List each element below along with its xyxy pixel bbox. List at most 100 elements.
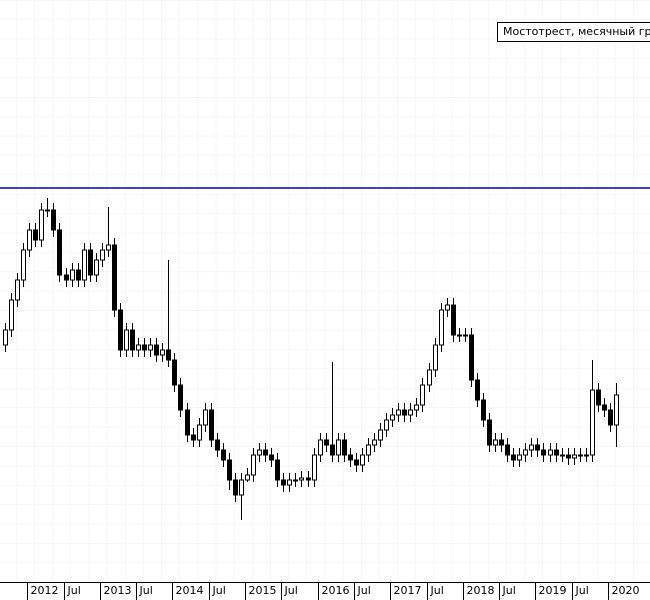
candle-body [427, 369, 432, 386]
candle-body [336, 439, 341, 456]
candle-body [221, 449, 226, 461]
candle-body [578, 454, 583, 457]
x-tick-label: Jul [139, 584, 153, 597]
x-tick-label: 2020 [612, 584, 640, 597]
candle-body [402, 409, 407, 416]
candle-body [9, 299, 14, 331]
candle-body [209, 409, 214, 441]
candle-body [257, 449, 262, 456]
candle-body [433, 344, 438, 371]
candle-body [566, 454, 571, 459]
candle-body [130, 329, 135, 351]
candle-body [203, 409, 208, 426]
x-tick-label: 2016 [322, 584, 350, 597]
x-tick-label: 2012 [31, 584, 59, 597]
candle-body [154, 344, 159, 356]
candle-body [384, 419, 389, 431]
candle-body [124, 329, 129, 351]
candle-body [523, 449, 528, 456]
candle-body [82, 249, 87, 281]
candle-body [469, 334, 474, 381]
candle-body [88, 249, 93, 276]
candle-body [269, 454, 274, 461]
candle-body [100, 249, 105, 261]
candle-body [281, 479, 286, 486]
candle-body [263, 449, 268, 456]
candle-body [360, 454, 365, 466]
candle-body [517, 454, 522, 461]
candle-body [51, 209, 56, 231]
candle-body [481, 399, 486, 421]
x-tick-label: 2019 [539, 584, 567, 597]
candle-body [57, 229, 62, 276]
candle-body [142, 344, 147, 351]
x-tick-label: 2018 [467, 584, 495, 597]
candle-body [608, 409, 613, 426]
candle-body [106, 244, 111, 251]
candle-body [511, 454, 516, 461]
candle-body [112, 244, 117, 311]
candle-body [45, 209, 50, 212]
x-tick-label: 2017 [394, 584, 422, 597]
candle-body [614, 394, 619, 426]
candle-body [342, 439, 347, 456]
candle-body [505, 444, 510, 456]
x-tick-label: Jul [212, 584, 226, 597]
x-tick-label: 2015 [249, 584, 277, 597]
candle-body [312, 454, 317, 481]
candle-body [172, 359, 177, 386]
candle-body [445, 304, 450, 311]
candle-body [535, 444, 540, 451]
candle-body [33, 229, 38, 241]
candle-body [420, 384, 425, 406]
candle-body [160, 349, 165, 356]
grid [0, 0, 650, 582]
candle-body [324, 439, 329, 446]
candle-body [118, 309, 123, 351]
x-tick-label: Jul [430, 584, 444, 597]
candle-body [215, 439, 220, 451]
candle-body [239, 479, 244, 496]
legend-text: Мостотрест, месячный граф [503, 25, 650, 38]
candle-body [463, 334, 468, 337]
candle-body [572, 454, 577, 459]
candle-body [191, 434, 196, 441]
candle-body [27, 229, 32, 251]
x-tick-label: Jul [502, 584, 516, 597]
candle-body [408, 409, 413, 416]
candle-body [366, 444, 371, 456]
x-tick-label: 2014 [176, 584, 204, 597]
candle-body [185, 409, 190, 436]
candle-body [15, 279, 20, 301]
candle-body [554, 449, 559, 456]
candle-body [493, 439, 498, 446]
x-tick-label: Jul [357, 584, 371, 597]
candle-body [233, 479, 238, 496]
candle-body [457, 334, 462, 337]
candle-body [390, 414, 395, 421]
candle-body [318, 439, 323, 456]
candle-body [21, 249, 26, 281]
candle-body [275, 459, 280, 481]
candle-body [529, 444, 534, 451]
candle-body [499, 439, 504, 446]
candle-body [148, 344, 153, 351]
candle-body [596, 389, 601, 406]
candle-body [70, 269, 75, 281]
candle-body [590, 389, 595, 456]
candle-body [245, 474, 250, 481]
x-tick-label: Jul [284, 584, 298, 597]
candle-body [39, 209, 44, 241]
candle-body [354, 459, 359, 466]
candle-body [299, 477, 304, 481]
candle-body [330, 444, 335, 456]
candle-body [541, 449, 546, 456]
candle-body [3, 329, 8, 346]
candle-body [439, 309, 444, 346]
candle-body [487, 419, 492, 446]
candle-body [396, 409, 401, 416]
candle-body [475, 379, 480, 401]
candle-body [287, 479, 292, 486]
candle-body [451, 304, 456, 336]
candle-body [293, 479, 298, 482]
